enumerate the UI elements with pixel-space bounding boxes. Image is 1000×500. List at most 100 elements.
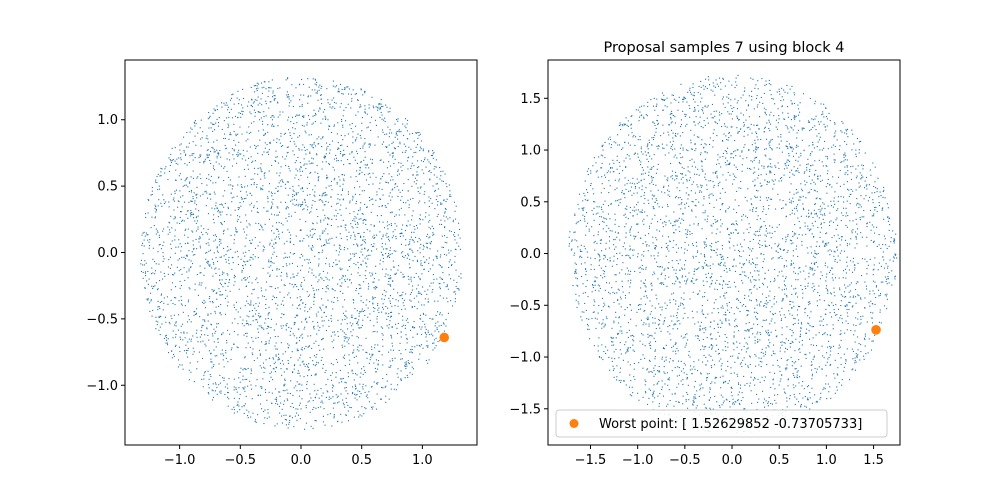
sample-point [328,164,330,166]
sample-point [671,110,673,112]
sample-point [279,87,281,89]
sample-point [433,278,435,280]
sample-point [859,359,861,361]
sample-point [348,259,350,261]
sample-point [142,242,144,244]
sample-point [331,372,333,374]
sample-point [336,183,338,185]
sample-point [446,297,448,299]
sample-point [676,178,678,180]
sample-point [364,174,366,176]
sample-point [257,96,259,98]
sample-point [659,393,661,395]
sample-point [298,383,300,385]
sample-point [383,119,385,121]
sample-point [311,207,313,209]
sample-point [735,81,737,83]
sample-point [410,167,412,169]
sample-point [352,131,354,133]
sample-point [402,201,404,203]
sample-point [161,205,163,207]
sample-point [165,334,167,336]
sample-point [447,218,449,220]
sample-point [353,255,355,257]
sample-point [797,145,799,147]
sample-point [681,173,683,175]
sample-point [381,254,383,256]
sample-point [342,93,344,95]
sample-point [182,339,184,341]
sample-point [385,253,387,255]
sample-point [784,293,786,295]
sample-point [195,144,197,146]
sample-point [363,281,365,283]
sample-point [372,105,374,107]
sample-point [331,218,333,220]
sample-point [250,184,252,186]
sample-point [328,125,330,127]
sample-point [337,160,339,162]
sample-point [208,117,210,119]
sample-point [342,346,344,348]
sample-point [331,301,333,303]
sample-point [254,173,256,175]
sample-point [197,132,199,134]
sample-point [416,179,418,181]
sample-point [300,205,302,207]
sample-point [257,245,259,247]
sample-point [273,262,275,264]
sample-point [257,173,259,175]
sample-point [730,232,732,234]
sample-point [283,371,285,373]
sample-point [191,214,193,216]
sample-point [275,323,277,325]
sample-point [388,297,390,299]
sample-point [385,234,387,236]
sample-point [672,137,674,139]
sample-point [187,217,189,219]
sample-point [678,374,680,376]
sample-point [314,115,316,117]
sample-point [818,209,820,211]
sample-point [729,311,731,313]
sample-point [350,93,352,95]
sample-point [241,186,243,188]
sample-point [414,255,416,257]
sample-point [319,273,321,275]
sample-point [310,306,312,308]
sample-point [186,131,188,133]
sample-point [770,237,772,239]
sample-point [264,172,266,174]
sample-point [619,202,621,204]
sample-point [245,332,247,334]
sample-point [238,176,240,178]
sample-point [293,190,295,192]
sample-point [344,365,346,367]
sample-point [144,260,146,262]
sample-point [722,188,724,190]
sample-point [349,213,351,215]
sample-point [611,337,613,339]
sample-point [386,236,388,238]
sample-point [357,390,359,392]
sample-point [300,335,302,337]
sample-point [296,274,298,276]
sample-point [823,333,825,335]
sample-point [887,216,889,218]
sample-point [224,313,226,315]
sample-point [422,219,424,221]
sample-point [625,188,627,190]
sample-point [200,154,202,156]
sample-point [647,101,649,103]
sample-point [445,216,447,218]
sample-point [255,146,257,148]
sample-point [169,256,171,258]
sample-point [369,143,371,145]
sample-point [212,123,214,125]
sample-point [277,190,279,192]
sample-point [417,144,419,146]
sample-point [152,247,154,249]
sample-point [277,304,279,306]
sample-point [141,234,143,236]
sample-point [247,385,249,387]
